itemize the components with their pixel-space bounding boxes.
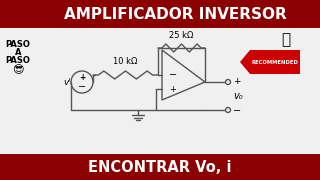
Bar xyxy=(0,154,320,180)
Text: PASO: PASO xyxy=(5,55,30,64)
Text: v₀: v₀ xyxy=(233,91,243,101)
Circle shape xyxy=(226,80,230,84)
Text: RECOMMENDED: RECOMMENDED xyxy=(252,60,299,64)
Text: ENCONTRAR Vo, i: ENCONTRAR Vo, i xyxy=(88,159,232,174)
Text: 10 kΩ: 10 kΩ xyxy=(113,57,138,66)
Text: −: − xyxy=(169,70,177,80)
Bar xyxy=(0,0,320,28)
Text: +: + xyxy=(79,73,85,82)
Text: vᴵ: vᴵ xyxy=(63,78,70,87)
Text: AMPLIFICADOR INVERSOR: AMPLIFICADOR INVERSOR xyxy=(64,6,286,21)
Text: PASO: PASO xyxy=(5,39,30,48)
Text: 25 kΩ: 25 kΩ xyxy=(169,31,194,40)
Text: 👍: 👍 xyxy=(281,33,291,48)
Text: −: − xyxy=(233,106,241,116)
Circle shape xyxy=(226,107,230,112)
Text: −: − xyxy=(78,82,86,91)
Text: 😎: 😎 xyxy=(12,65,24,75)
Text: +: + xyxy=(233,76,241,86)
Text: +: + xyxy=(169,84,176,93)
Polygon shape xyxy=(240,50,300,74)
Text: A: A xyxy=(15,48,21,57)
